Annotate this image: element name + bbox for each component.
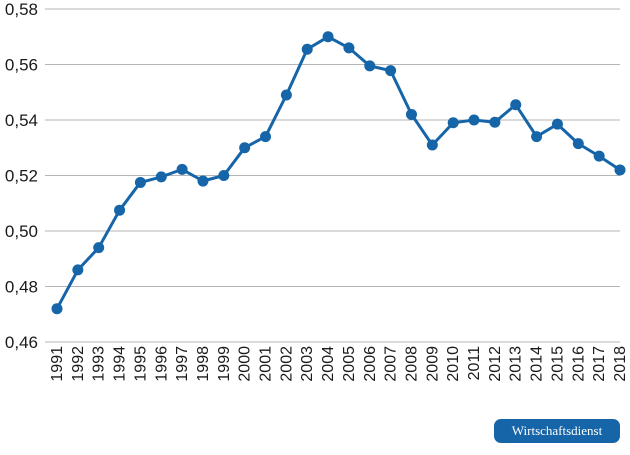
x-tick-label: 2002 — [278, 346, 295, 382]
x-tick-label: 2000 — [237, 346, 254, 382]
series-line — [55, 35, 621, 310]
y-tick-label: 0,58 — [5, 0, 38, 19]
data-point — [93, 242, 105, 254]
x-tick-label: 1997 — [174, 346, 191, 382]
x-tick-label: 1992 — [70, 346, 87, 382]
data-point — [572, 138, 584, 150]
x-axis-ticks: 1991 1992 1993 1994 1995 1996 1997 1998 1999 2000… — [49, 346, 629, 382]
data-point — [551, 118, 563, 130]
y-tick-label: 0,46 — [5, 333, 38, 352]
data-point — [176, 163, 188, 175]
x-tick-label: 2007 — [383, 346, 400, 382]
data-point — [218, 170, 230, 181]
x-tick-label: 1995 — [132, 346, 149, 382]
data-point — [51, 303, 63, 315]
data-point — [364, 60, 376, 72]
data-point — [426, 139, 438, 151]
data-point — [301, 43, 313, 55]
x-tick-label: 2001 — [258, 346, 275, 382]
data-point — [489, 116, 501, 128]
x-tick-label: 2018 — [612, 346, 629, 382]
data-point — [322, 31, 334, 43]
data-point — [114, 204, 126, 216]
x-tick-label: 2008 — [403, 346, 420, 382]
x-tick-label: 2009 — [424, 346, 441, 382]
y-tick-label: 0,54 — [5, 111, 38, 130]
x-tick-label: 1996 — [153, 346, 170, 382]
data-point — [280, 89, 292, 101]
y-axis-ticks: 0,46 0,48 0,50 0,52 0,54 0,56 0,58 — [5, 0, 38, 352]
x-tick-label: 2004 — [320, 346, 337, 382]
x-tick-label: 2013 — [508, 346, 525, 382]
data-point — [614, 164, 626, 176]
x-tick-label: 2010 — [445, 346, 462, 382]
data-point — [405, 108, 417, 120]
data-point — [72, 264, 84, 276]
y-tick-label: 0,50 — [5, 222, 38, 241]
source-badge: Wirtschaftsdienst — [494, 419, 620, 443]
y-tick-label: 0,52 — [5, 167, 38, 186]
data-point — [531, 131, 543, 143]
y-tick-label: 0,56 — [5, 56, 38, 75]
data-point — [447, 117, 459, 129]
x-tick-label: 2006 — [362, 346, 379, 382]
x-tick-label: 1994 — [112, 346, 129, 382]
data-point — [385, 65, 397, 77]
data-point — [260, 131, 272, 143]
data-point — [593, 150, 605, 162]
data-point — [343, 42, 355, 54]
x-tick-label: 2003 — [299, 346, 316, 382]
x-tick-label: 1999 — [216, 346, 233, 382]
x-tick-label: 2005 — [341, 346, 358, 382]
x-tick-label: 1993 — [91, 346, 108, 382]
x-tick-label: 2017 — [591, 346, 608, 382]
data-point — [197, 175, 209, 187]
x-tick-label: 1998 — [195, 346, 212, 382]
y-tick-label: 0,48 — [5, 278, 38, 297]
x-tick-label: 2012 — [487, 346, 504, 382]
data-point — [239, 142, 251, 154]
data-point — [510, 99, 522, 111]
series — [51, 31, 626, 315]
x-tick-label: 2016 — [570, 346, 587, 382]
data-point — [134, 176, 146, 188]
gridlines — [45, 8, 620, 343]
x-tick-label: 1991 — [49, 346, 66, 382]
data-point — [468, 114, 480, 126]
data-point — [155, 171, 167, 183]
x-tick-label: 2014 — [529, 346, 546, 382]
x-tick-label: 2011 — [466, 346, 483, 381]
x-tick-label: 2015 — [549, 346, 566, 382]
